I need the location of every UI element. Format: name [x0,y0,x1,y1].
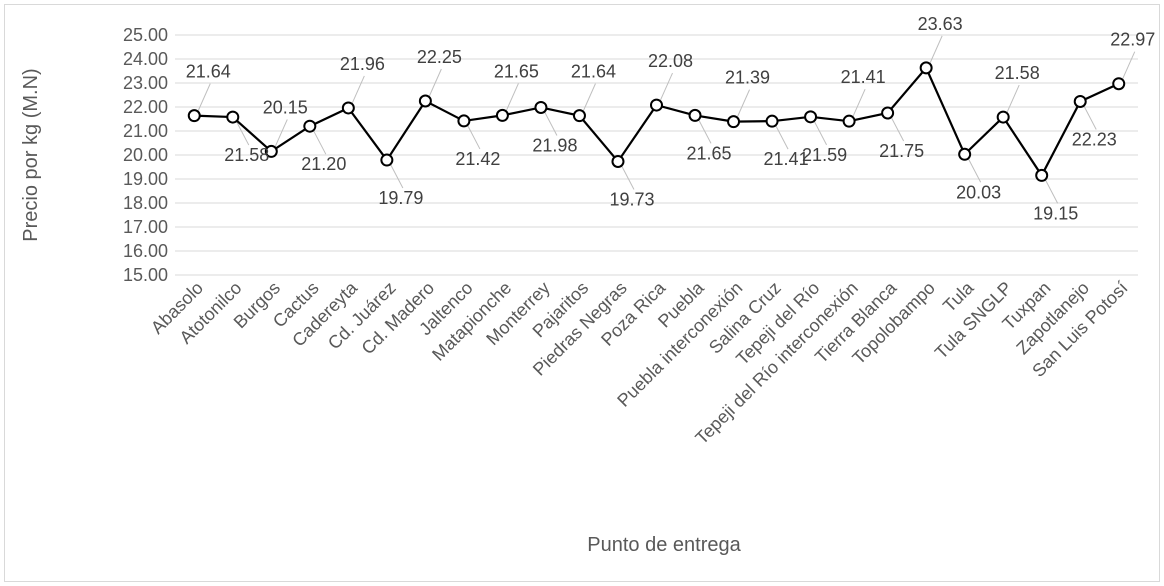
data-label: 21.98 [532,135,577,155]
leader-line [544,112,558,136]
data-point [611,154,625,168]
data-label: 21.65 [494,61,539,81]
data-label: 21.64 [571,62,616,82]
data-point [842,114,856,128]
data-label: 21.39 [725,68,770,88]
leader-line [467,125,481,150]
data-point [1112,77,1126,91]
leader-line [390,164,404,189]
data-label: 22.25 [417,47,462,67]
leader-line [698,120,712,144]
y-tick-label: 19.00 [123,169,168,189]
data-label: 21.64 [186,62,231,82]
data-point [226,110,240,124]
data-point [303,119,317,133]
y-tick-label: 22.00 [123,97,168,117]
data-label: 21.59 [802,145,847,165]
y-tick-label: 25.00 [123,25,168,45]
data-label: 23.63 [918,14,963,34]
data-point [534,100,548,114]
y-tick-label: 17.00 [123,217,168,237]
data-label: 21.58 [995,63,1040,83]
data-point [418,94,432,108]
y-tick-label: 21.00 [123,121,168,141]
leader-line [852,88,866,117]
y-tick-label: 24.00 [123,49,168,69]
gridlines [175,34,1138,252]
data-labels: 21.64 21.58 20.15 21.20 21.96 19.79 22.25 21.42… [186,14,1156,224]
leader-line [660,72,673,101]
leader-line [1045,180,1059,204]
label-leader-lines [197,35,1136,204]
data-point [996,110,1010,124]
data-point [688,108,702,122]
data-point [1035,168,1049,182]
y-tick-label: 16.00 [123,241,168,261]
data-point [264,144,278,158]
data-label: 21.41 [764,149,809,169]
y-tick-label: 18.00 [123,193,168,213]
leader-line [583,83,596,111]
x-axis-ticks: AbasoloAtotonilcoBurgosCactusCadereytaCd… [147,277,1132,448]
data-label: 21.65 [686,143,731,163]
data-label: 19.15 [1033,203,1078,223]
data-point [495,108,509,122]
data-label: 20.03 [956,182,1001,202]
data-label: 19.73 [609,189,654,209]
leader-line [428,68,442,97]
leader-line [505,83,519,111]
leader-line [1006,84,1020,113]
data-label: 20.15 [263,97,308,117]
y-axis-ticks: 15.00 16.00 17.00 18.00 19.00 20.00 21.00 22.00… [123,25,168,285]
data-label: 21.75 [879,141,924,161]
data-label: 21.42 [455,149,500,169]
data-points [187,61,1126,182]
data-point [341,101,355,115]
y-tick-label: 23.00 [123,73,168,93]
y-tick-label: 20.00 [123,145,168,165]
data-label: 21.96 [340,54,385,74]
data-label: 22.23 [1072,129,1117,149]
data-point [804,110,818,124]
leader-line [814,121,828,146]
data-point [650,98,663,112]
data-point [919,61,933,75]
y-axis-title: Precio por kg (M.N) [20,68,42,241]
data-label: 21.20 [301,154,346,174]
leader-line [929,35,943,64]
data-label: 22.08 [648,51,693,71]
chart-frame [4,4,1160,582]
leader-line [313,130,327,155]
leader-line [236,121,250,146]
data-point [457,114,471,128]
leader-line [737,89,750,117]
leader-line [197,83,211,111]
leader-line [1083,106,1097,130]
data-label: 21.41 [841,67,886,87]
data-point [572,109,586,123]
leader-line [1122,51,1136,79]
leader-line [621,166,635,190]
data-point [881,106,895,120]
data-point [958,147,972,161]
leader-line [968,159,982,183]
leader-line [274,119,288,147]
data-label: 22.97 [1110,30,1155,50]
leader-line [351,75,365,104]
data-point [727,115,741,129]
data-label: 19.79 [378,188,423,208]
x-axis-title: Punto de entrega [587,534,741,556]
leader-line [891,117,905,142]
data-point [380,153,394,167]
data-point [1073,94,1087,108]
data-point [187,109,201,123]
leader-line [775,125,789,150]
y-tick-label: 15.00 [123,265,168,285]
data-label: 21.58 [224,145,269,165]
data-point [765,114,779,128]
